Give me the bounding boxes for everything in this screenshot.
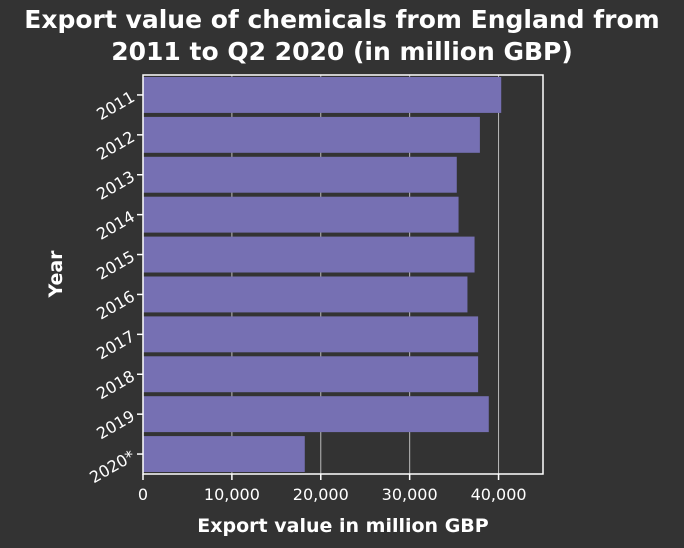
y-axis-ticks: 2011201220132014201520162017201820192020… (86, 87, 143, 487)
plot-frame (142, 74, 544, 475)
y-tick-label-9: 2020* (86, 446, 138, 487)
x-tick-label-4: 40,000 (471, 485, 527, 504)
bar-2018 (143, 356, 479, 393)
x-axis-ticks: 0 10,000 20,000 30,000 40,000 (138, 474, 527, 504)
x-axis-title: Export value in million GBP (197, 515, 488, 537)
bar-2016 (143, 276, 468, 313)
y-tick-label-2: 2013 (93, 167, 138, 204)
bar-2020 (143, 436, 305, 473)
y-tick-label-3: 2014 (93, 207, 138, 244)
bar-2014 (143, 196, 459, 233)
x-tick-label-0: 0 (138, 485, 148, 504)
bar-2015 (143, 236, 475, 273)
x-tick-label-3: 30,000 (382, 485, 438, 504)
y-tick-label-5: 2016 (93, 287, 138, 324)
y-tick-label-7: 2018 (93, 366, 138, 403)
chart-title-line-2: 2011 to Q2 2020 (in million GBP) (111, 37, 573, 66)
y-tick-label-6: 2017 (93, 327, 138, 364)
bar-2012 (143, 116, 480, 153)
y-tick-label-4: 2015 (93, 247, 138, 284)
y-tick-label-0: 2011 (93, 87, 138, 124)
bar-2013 (143, 156, 457, 193)
y-axis-title: Year (45, 250, 67, 299)
chart-title-line-1: Export value of chemicals from England f… (24, 5, 659, 34)
y-tick-label-8: 2019 (93, 406, 138, 443)
x-tick-label-1: 10,000 (204, 485, 260, 504)
bar-2011 (143, 76, 502, 113)
bar-2017 (143, 316, 479, 353)
bars (143, 76, 502, 473)
y-tick-label-1: 2012 (93, 127, 138, 164)
x-tick-label-2: 20,000 (293, 485, 349, 504)
bar-2019 (143, 396, 489, 433)
